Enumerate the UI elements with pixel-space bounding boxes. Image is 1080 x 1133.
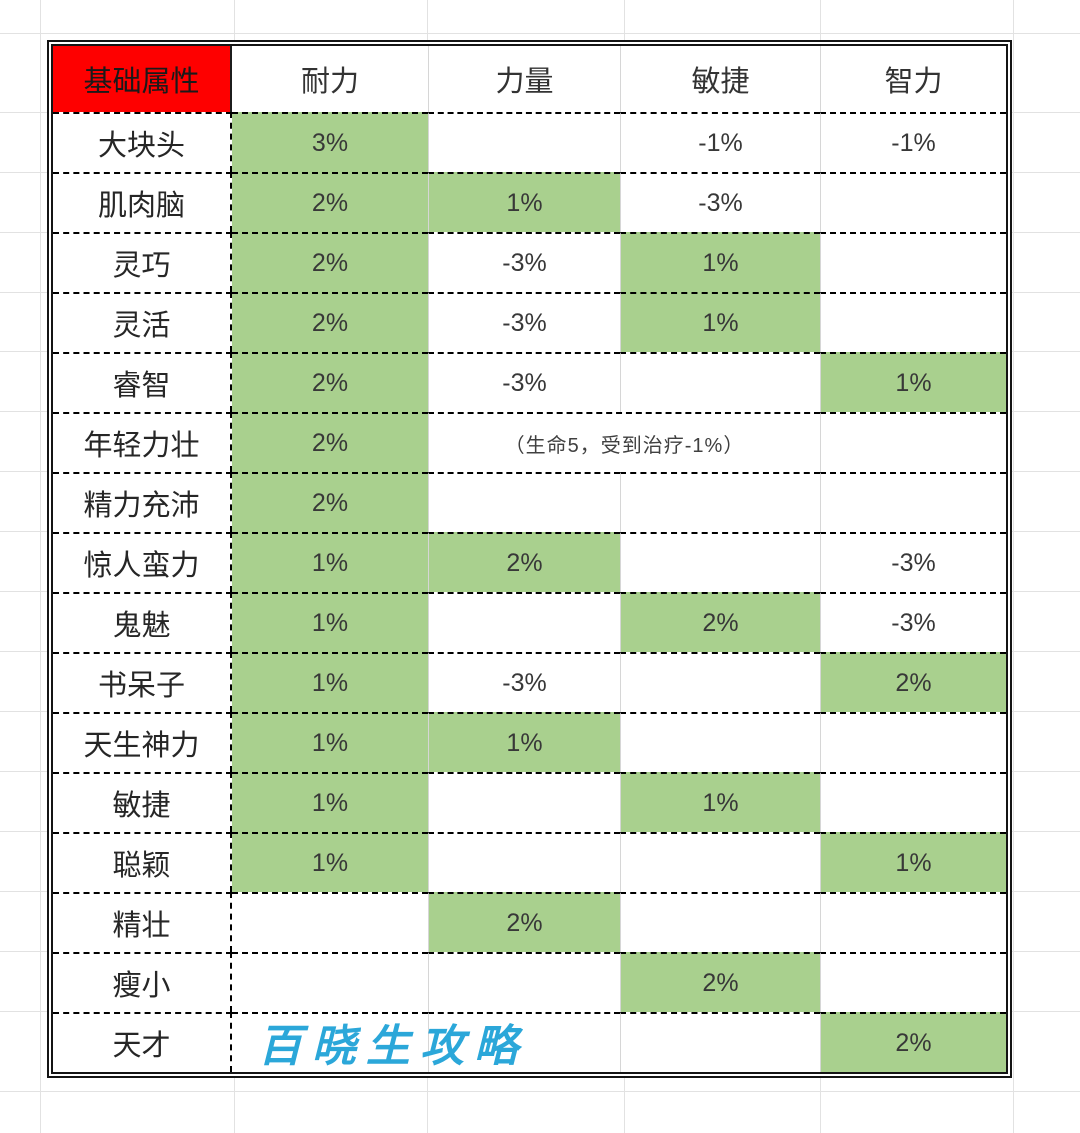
- value-cell[interactable]: 2%: [232, 292, 428, 352]
- value-cell[interactable]: 2%: [232, 412, 428, 472]
- row-label-cell[interactable]: 年轻力壮: [53, 412, 232, 472]
- gridline: [0, 33, 1080, 34]
- value-cell[interactable]: 1%: [820, 352, 1006, 412]
- row-label-cell[interactable]: 灵活: [53, 292, 232, 352]
- row-label-cell[interactable]: 书呆子: [53, 652, 232, 712]
- value-cell[interactable]: 1%: [428, 712, 620, 772]
- value-cell[interactable]: -3%: [428, 232, 620, 292]
- row-label-cell[interactable]: 敏捷: [53, 772, 232, 832]
- value-cell[interactable]: [620, 1012, 820, 1072]
- value-cell[interactable]: -1%: [620, 112, 820, 172]
- header-cell[interactable]: 智力: [820, 46, 1006, 112]
- value-cell[interactable]: 1%: [232, 832, 428, 892]
- value-cell[interactable]: 1%: [620, 772, 820, 832]
- value-cell[interactable]: 2%: [428, 532, 620, 592]
- value-cell[interactable]: [820, 172, 1006, 232]
- value-cell[interactable]: 1%: [232, 592, 428, 652]
- value-cell[interactable]: 2%: [232, 472, 428, 532]
- row-label-cell[interactable]: 大块头: [53, 112, 232, 172]
- row-label-cell[interactable]: 天才: [53, 1012, 232, 1072]
- row-label-cell[interactable]: 睿智: [53, 352, 232, 412]
- row-label-cell[interactable]: 惊人蛮力: [53, 532, 232, 592]
- row-label-cell[interactable]: 鬼魅: [53, 592, 232, 652]
- value-cell[interactable]: [428, 472, 620, 532]
- value-cell[interactable]: [820, 412, 1006, 472]
- value-cell[interactable]: [428, 112, 620, 172]
- value-cell[interactable]: 1%: [428, 172, 620, 232]
- row-label-cell[interactable]: 天生神力: [53, 712, 232, 772]
- header-cell[interactable]: 敏捷: [620, 46, 820, 112]
- value-cell[interactable]: [820, 232, 1006, 292]
- value-cell[interactable]: -3%: [620, 172, 820, 232]
- value-cell[interactable]: 2%: [232, 172, 428, 232]
- value-cell[interactable]: [620, 712, 820, 772]
- value-cell[interactable]: [620, 652, 820, 712]
- value-cell[interactable]: 2%: [232, 352, 428, 412]
- value-cell[interactable]: （生命5，受到治疗-1%）: [428, 412, 820, 472]
- header-corner-cell[interactable]: 基础属性: [53, 46, 232, 112]
- value-cell[interactable]: [820, 712, 1006, 772]
- value-cell[interactable]: [820, 292, 1006, 352]
- value-cell[interactable]: -3%: [428, 652, 620, 712]
- value-cell[interactable]: [428, 952, 620, 1012]
- value-cell[interactable]: [820, 772, 1006, 832]
- row-label-cell[interactable]: 瘦小: [53, 952, 232, 1012]
- header-cell[interactable]: 力量: [428, 46, 620, 112]
- value-cell[interactable]: [232, 952, 428, 1012]
- value-cell[interactable]: -3%: [820, 592, 1006, 652]
- value-cell[interactable]: 3%: [232, 112, 428, 172]
- gridline: [40, 0, 41, 1133]
- gridline: [0, 1091, 1080, 1092]
- value-cell[interactable]: [428, 592, 620, 652]
- row-label-cell[interactable]: 灵巧: [53, 232, 232, 292]
- value-cell[interactable]: 2%: [820, 1012, 1006, 1072]
- row-label-cell[interactable]: 精力充沛: [53, 472, 232, 532]
- value-cell[interactable]: [820, 472, 1006, 532]
- value-cell[interactable]: 2%: [232, 232, 428, 292]
- header-cell[interactable]: 耐力: [300, 66, 359, 98]
- value-cell[interactable]: 2%: [820, 652, 1006, 712]
- value-cell[interactable]: [232, 892, 428, 952]
- value-cell[interactable]: [620, 832, 820, 892]
- value-cell[interactable]: -3%: [820, 532, 1006, 592]
- row-label-cell[interactable]: 聪颖: [53, 832, 232, 892]
- value-cell[interactable]: 2%: [428, 892, 620, 952]
- value-cell[interactable]: [620, 352, 820, 412]
- value-cell[interactable]: [428, 772, 620, 832]
- gridline: [1013, 0, 1014, 1133]
- value-cell[interactable]: [820, 952, 1006, 1012]
- value-cell[interactable]: [620, 892, 820, 952]
- value-cell[interactable]: [620, 532, 820, 592]
- value-cell[interactable]: -1%: [820, 112, 1006, 172]
- value-cell[interactable]: 1%: [232, 532, 428, 592]
- value-cell[interactable]: 2%: [620, 952, 820, 1012]
- value-cell[interactable]: 2%: [620, 592, 820, 652]
- value-cell[interactable]: [232, 1012, 428, 1072]
- value-cell[interactable]: 1%: [820, 832, 1006, 892]
- value-cell[interactable]: [428, 832, 620, 892]
- value-cell[interactable]: [428, 1012, 620, 1072]
- value-cell[interactable]: 1%: [620, 292, 820, 352]
- value-cell[interactable]: 1%: [232, 772, 428, 832]
- value-cell[interactable]: 1%: [232, 652, 428, 712]
- value-cell[interactable]: -3%: [428, 292, 620, 352]
- trait-table: 基础属性 耐力 力量 敏捷 智力 大块头 3% -1% -1% 肌肉脑 2% 1% -3% 灵巧 2% -3…: [47, 40, 1012, 1078]
- row-label-cell[interactable]: 肌肉脑: [53, 172, 232, 232]
- watermark-text: 百晓生攻略: [258, 1021, 528, 1072]
- value-cell[interactable]: 1%: [232, 712, 428, 772]
- value-cell[interactable]: 1%: [620, 232, 820, 292]
- value-cell[interactable]: [620, 472, 820, 532]
- value-cell[interactable]: -3%: [428, 352, 620, 412]
- value-cell[interactable]: [820, 892, 1006, 952]
- row-label-cell[interactable]: 精壮: [53, 892, 232, 952]
